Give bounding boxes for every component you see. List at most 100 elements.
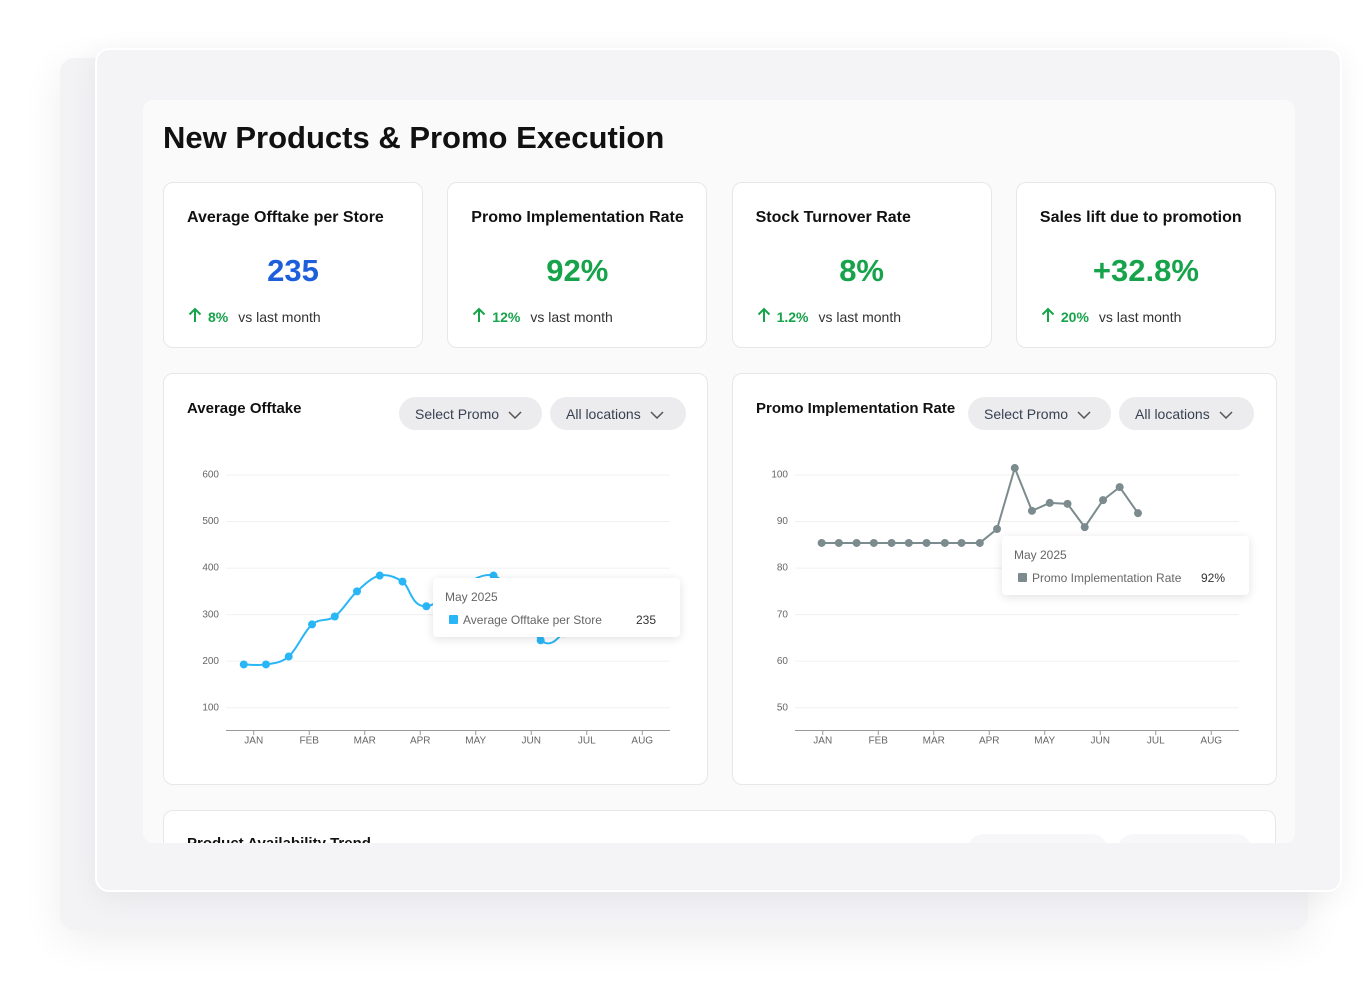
- data-point: [261, 660, 270, 669]
- tooltip-series: Promo Implementation Rate: [1032, 571, 1182, 585]
- tooltip-value: 92%: [1200, 571, 1225, 585]
- series-line: [821, 464, 1139, 544]
- data-point: [1045, 498, 1054, 507]
- kpi-change: 20%: [1060, 308, 1089, 325]
- x-tick-label: JUL: [578, 736, 596, 747]
- data-point: [398, 577, 407, 586]
- kpi-change: 1.2%: [776, 308, 809, 325]
- chart-title: Average Offtake: [187, 400, 302, 417]
- section-card: Product Availability Trend: [163, 810, 1276, 843]
- y-tick-label: 300: [202, 609, 219, 620]
- y-tick-label: 400: [202, 563, 219, 574]
- arrow-up-icon: [472, 307, 486, 326]
- data-point: [536, 636, 545, 645]
- y-tick-label: 60: [777, 656, 789, 667]
- kpi-note: vs last month: [818, 308, 901, 325]
- chevron-icon: [650, 406, 664, 422]
- data-point: [940, 538, 949, 547]
- tooltip-swatch: [1018, 573, 1027, 582]
- data-point: [904, 538, 913, 547]
- page-title: New Products & Promo Execution: [163, 120, 665, 155]
- kpi-value: 92%: [546, 253, 609, 288]
- kpi-change: 8%: [208, 308, 229, 325]
- kpi-card: Stock Turnover Rate 8% 1.2% vs last month: [731, 182, 992, 348]
- tooltip-swatch: [449, 615, 458, 624]
- data-point: [330, 612, 339, 621]
- data-point: [489, 571, 498, 580]
- kpi-title: Average Offtake per Store: [187, 209, 384, 226]
- data-point: [922, 538, 931, 547]
- pill[interactable]: [1117, 834, 1252, 843]
- x-tick-label: JUN: [1091, 736, 1110, 747]
- kpi-note: vs last month: [530, 308, 613, 325]
- filter-pill[interactable]: All locations: [550, 397, 686, 430]
- y-tick-label: 100: [202, 702, 219, 713]
- filter-pill[interactable]: All locations: [1119, 397, 1254, 430]
- data-point: [852, 538, 861, 547]
- tooltip: May 2025 Average Offtake per Store 235: [433, 578, 680, 637]
- data-point: [1099, 496, 1108, 505]
- line-chart: 50 60 70 80 90 100 JAN FEB MAR APR MAY JUN JUL AUG: [771, 464, 1239, 747]
- section-title: Product Availability Trend: [187, 835, 371, 843]
- chevron-icon: [1077, 406, 1091, 422]
- kpi-value: 8%: [839, 253, 884, 288]
- y-tick-label: 500: [202, 516, 219, 527]
- data-point: [1133, 509, 1142, 518]
- kpi-title: Sales lift due to promotion: [1039, 209, 1242, 226]
- kpi-change-row: 8% vs last month: [188, 307, 321, 326]
- tooltip-value: 235: [635, 613, 656, 627]
- data-point: [1027, 506, 1036, 515]
- data-point: [1010, 464, 1019, 473]
- y-tick-label: 600: [202, 470, 219, 481]
- data-point: [308, 620, 317, 629]
- chevron-icon: [1219, 406, 1233, 422]
- pill[interactable]: [967, 834, 1108, 843]
- x-tick-label: JUN: [522, 736, 541, 747]
- chart-card: Average Offtake Select Promo All locations…: [163, 373, 708, 785]
- kpi-title: Promo Implementation Rate: [471, 209, 684, 226]
- kpi-card: Average Offtake per Store 235 8% vs last mo…: [163, 182, 423, 348]
- y-tick-label: 90: [777, 516, 789, 527]
- x-tick-label: MAY: [465, 736, 486, 747]
- kpi-title: Stock Turnover Rate: [755, 209, 911, 226]
- filter-pill[interactable]: Select Promo: [968, 397, 1111, 430]
- data-point: [422, 602, 431, 611]
- kpi-note: vs last month: [1098, 308, 1182, 325]
- x-tick-label: MAY: [1034, 736, 1055, 747]
- kpi-change-row: 12% vs last month: [472, 307, 613, 326]
- x-tick-label: AUG: [631, 736, 653, 747]
- dashboard: New Products & Promo Execution Product A…: [143, 100, 1295, 843]
- y-tick-label: 100: [771, 470, 788, 481]
- data-point: [1080, 523, 1089, 532]
- data-point: [993, 524, 1002, 533]
- kpi-value: 235: [267, 253, 319, 288]
- chart-title: Promo Implementation Rate: [756, 400, 956, 417]
- y-tick-label: 70: [777, 609, 789, 620]
- x-tick-label: APR: [979, 736, 1000, 747]
- data-point: [284, 652, 293, 661]
- kpi-note: vs last month: [238, 308, 321, 325]
- x-tick-label: FEB: [869, 736, 889, 747]
- data-point: [887, 538, 896, 547]
- y-tick-label: 80: [777, 563, 789, 574]
- chevron-icon: [508, 406, 522, 422]
- y-tick-label: 200: [202, 656, 219, 667]
- filter-pill[interactable]: Select Promo: [399, 397, 542, 430]
- data-point: [352, 587, 361, 596]
- x-tick-label: APR: [410, 736, 431, 747]
- filter-label: All locations: [566, 405, 641, 422]
- arrow-up-icon: [757, 307, 771, 326]
- kpi-change: 12%: [492, 308, 521, 325]
- filter-label: Select Promo: [415, 405, 500, 422]
- arrow-up-icon: [188, 307, 202, 326]
- x-tick-label: JUL: [1147, 736, 1165, 747]
- kpi-change-row: 1.2% vs last month: [757, 307, 901, 326]
- data-point: [1063, 499, 1072, 508]
- tooltip: May 2025 Promo Implementation Rate 92%: [1002, 536, 1249, 595]
- data-point: [1115, 483, 1124, 492]
- x-tick-label: AUG: [1200, 736, 1222, 747]
- chart-card: Promo Implementation Rate Select Promo All…: [732, 373, 1277, 785]
- x-tick-label: MAR: [923, 736, 945, 747]
- filter-label: Select Promo: [984, 405, 1069, 422]
